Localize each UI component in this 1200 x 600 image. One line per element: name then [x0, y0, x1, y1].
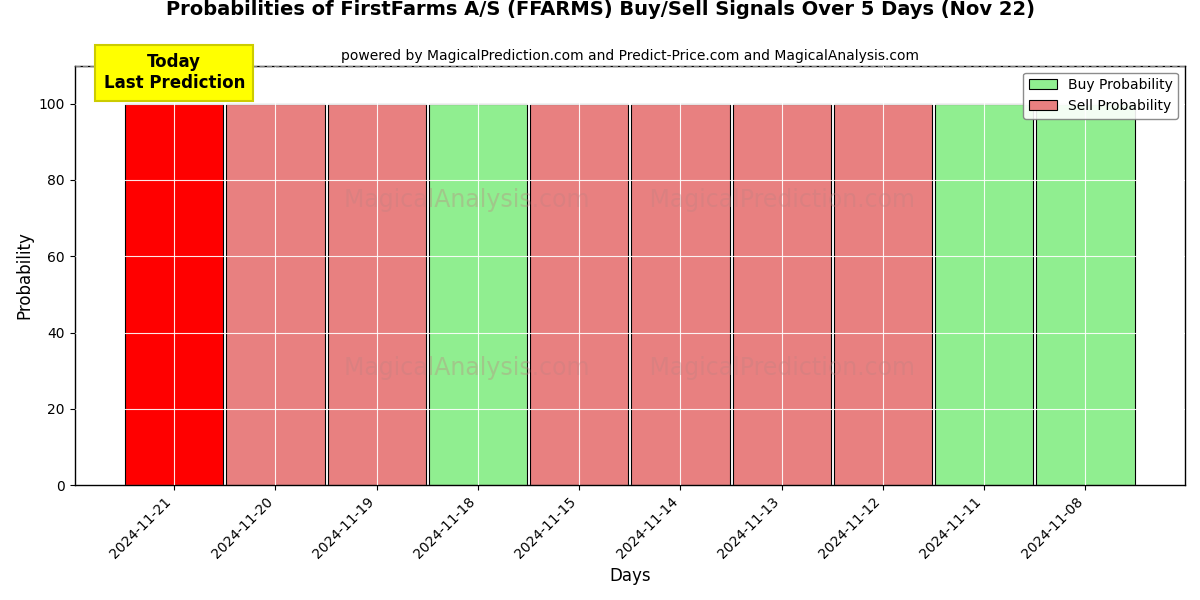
- Y-axis label: Probability: Probability: [16, 232, 34, 319]
- Bar: [328, 104, 426, 485]
- Bar: [428, 104, 527, 485]
- Bar: [935, 104, 1033, 485]
- Legend: Buy Probability, Sell Probability: Buy Probability, Sell Probability: [1024, 73, 1178, 119]
- Bar: [1037, 104, 1134, 485]
- Bar: [732, 104, 830, 485]
- Bar: [530, 104, 629, 485]
- Bar: [834, 104, 932, 485]
- Text: MagicalAnalysis.com        MagicalPrediction.com: MagicalAnalysis.com MagicalPrediction.co…: [344, 356, 916, 380]
- Bar: [125, 104, 223, 485]
- Text: MagicalAnalysis.com        MagicalPrediction.com: MagicalAnalysis.com MagicalPrediction.co…: [344, 188, 916, 212]
- Title: powered by MagicalPrediction.com and Predict-Price.com and MagicalAnalysis.com: powered by MagicalPrediction.com and Pre…: [341, 49, 919, 63]
- Text: Probabilities of FirstFarms A/S (FFARMS) Buy/Sell Signals Over 5 Days (Nov 22): Probabilities of FirstFarms A/S (FFARMS)…: [166, 0, 1034, 19]
- Bar: [631, 104, 730, 485]
- Text: Today
Last Prediction: Today Last Prediction: [103, 53, 245, 92]
- Bar: [227, 104, 324, 485]
- X-axis label: Days: Days: [610, 567, 650, 585]
